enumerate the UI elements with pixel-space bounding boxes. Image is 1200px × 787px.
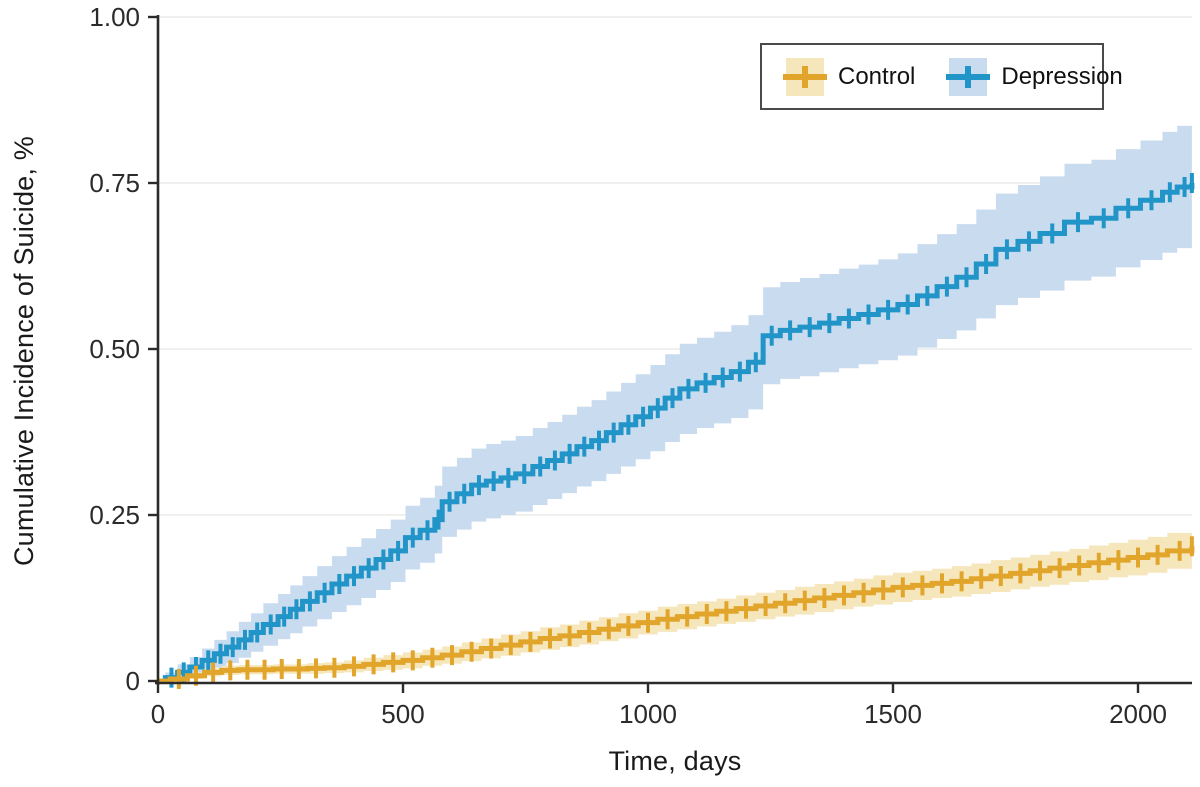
legend-entry-depression: Depression: [946, 57, 1123, 96]
legend-label-depression: Depression: [1001, 62, 1123, 90]
svg-text:0.50: 0.50: [89, 334, 140, 364]
control-marker-icon: [783, 57, 827, 96]
svg-text:0: 0: [126, 666, 140, 696]
svg-text:500: 500: [381, 699, 424, 729]
svg-text:0.75: 0.75: [89, 168, 140, 198]
y-axis-title: Cumulative Incidence of Suicide, %: [9, 135, 39, 567]
svg-text:1500: 1500: [864, 699, 922, 729]
depression-marker-icon: [946, 57, 991, 96]
svg-text:1.00: 1.00: [89, 2, 140, 32]
legend: Control Depression: [760, 43, 1123, 110]
svg-text:1000: 1000: [619, 699, 677, 729]
legend-label-control: Control: [838, 62, 916, 90]
svg-text:0: 0: [151, 699, 165, 729]
legend-entry-control: Control: [783, 57, 916, 96]
svg-text:0.25: 0.25: [89, 500, 140, 530]
x-axis-title: Time, days: [608, 746, 742, 776]
svg-text:2000: 2000: [1109, 699, 1167, 729]
